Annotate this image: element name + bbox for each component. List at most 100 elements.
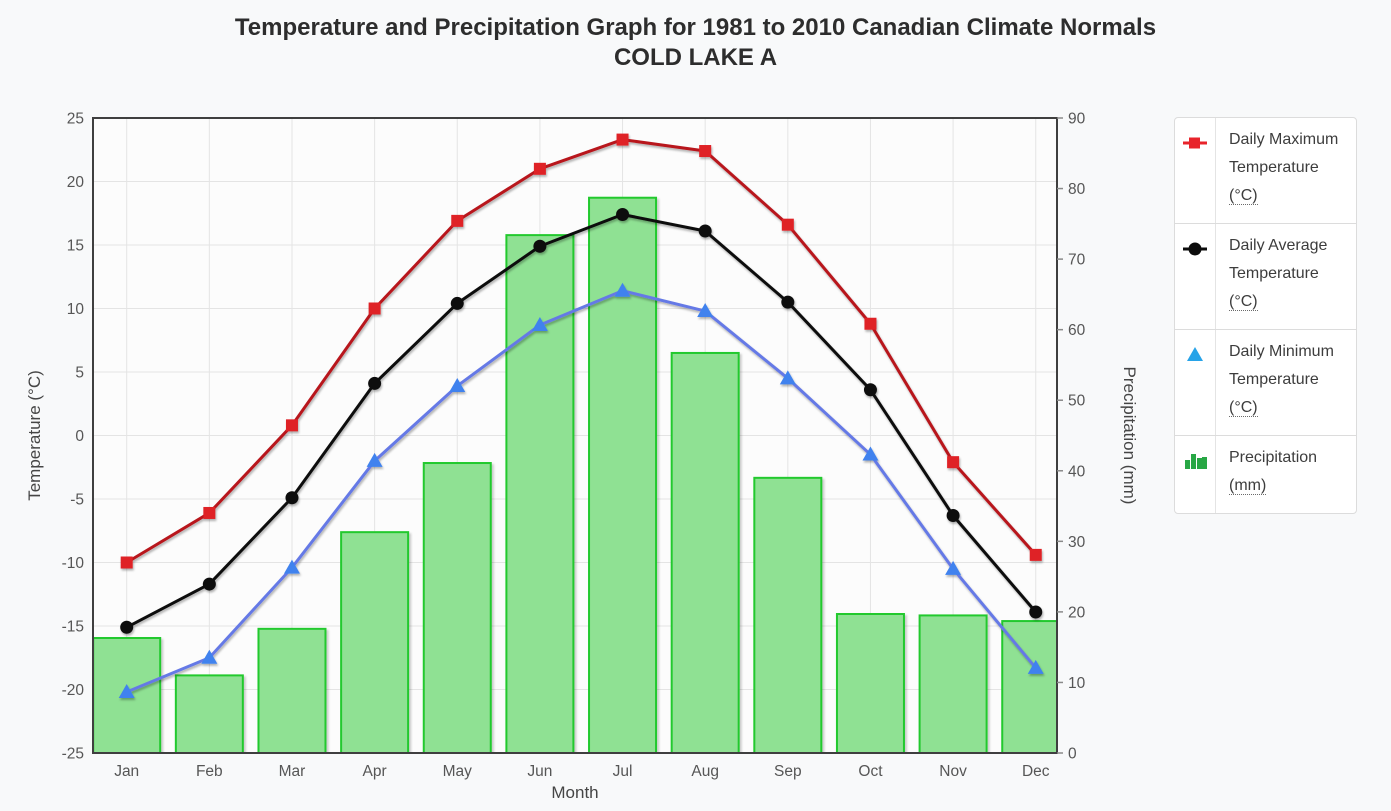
right-tick-label: 50	[1068, 393, 1086, 410]
legend-series-unit: (°C)	[1229, 399, 1258, 417]
x-tick-label: Dec	[1022, 763, 1050, 780]
data-point-square[interactable]	[699, 145, 712, 158]
legend-item-daily-average-temperature: Daily Average Temperature (°C)	[1175, 224, 1356, 330]
precipitation-bar[interactable]	[588, 196, 658, 753]
legend-item-precipitation: Precipitation (mm)	[1175, 436, 1356, 513]
left-axis-title: Temperature (°C)	[25, 370, 44, 501]
left-axis-ticks: 25 20 15 10 5 0 -5 -10 -15 -20 -25	[62, 111, 85, 763]
precipitation-bar[interactable]	[1001, 620, 1069, 753]
left-tick-label: 5	[75, 365, 84, 382]
right-tick-label: 60	[1068, 322, 1086, 339]
data-point-triangle[interactable]	[1027, 659, 1044, 674]
series-line	[126, 213, 1037, 629]
data-point-circle[interactable]	[533, 239, 547, 253]
x-tick-label: Aug	[691, 763, 719, 780]
right-axis-title: Precipitation (mm)	[1120, 367, 1139, 505]
legend-series-name: Precipitation	[1229, 449, 1318, 466]
data-point-circle[interactable]	[285, 491, 299, 505]
triangle-marker-icon	[1187, 347, 1203, 361]
left-tick-label: 0	[75, 428, 84, 445]
legend-label: Daily Average Temperature (°C)	[1216, 224, 1356, 329]
data-point-triangle[interactable]	[531, 317, 548, 332]
legend-series-name: Daily Average Temperature	[1229, 237, 1328, 282]
left-tick-label: -10	[62, 555, 85, 572]
x-axis-ticks: Jan Feb Mar Apr May Jun Jul Aug Sep Oct Nov Dec	[114, 763, 1050, 780]
data-point-square[interactable]	[616, 133, 629, 146]
data-point-circle[interactable]	[863, 383, 877, 397]
x-tick-label: Feb	[196, 763, 223, 780]
left-tick-label: 25	[67, 111, 84, 128]
data-point-triangle[interactable]	[862, 446, 879, 461]
data-point-triangle[interactable]	[779, 370, 796, 385]
legend: Daily Maximum Temperature (°C) Daily Aver…	[1174, 117, 1357, 514]
precipitation-bar[interactable]	[835, 613, 905, 753]
data-point-circle[interactable]	[202, 577, 216, 591]
x-tick-label: Jun	[527, 763, 552, 780]
precipitation-legend-icon	[1185, 454, 1207, 469]
data-point-square[interactable]	[203, 506, 216, 519]
data-point-circle[interactable]	[368, 376, 382, 390]
left-tick-label: -15	[62, 619, 84, 636]
data-point-circle[interactable]	[698, 224, 712, 238]
legend-series-name: Daily Minimum Temperature	[1229, 343, 1334, 388]
left-tick-label: 15	[67, 238, 84, 255]
data-point-triangle[interactable]	[945, 560, 962, 575]
data-point-square[interactable]	[285, 419, 298, 432]
right-tick-label: 30	[1068, 534, 1086, 551]
data-point-triangle[interactable]	[697, 303, 714, 318]
data-point-square[interactable]	[947, 456, 960, 469]
precipitation-bar[interactable]	[340, 531, 410, 753]
precipitation-bar[interactable]	[422, 462, 492, 753]
daily-average-temperature-series	[120, 208, 1043, 634]
x-tick-label: Mar	[279, 763, 306, 780]
legend-label: Daily Minimum Temperature (°C)	[1216, 330, 1356, 435]
precipitation-bar[interactable]	[505, 234, 575, 753]
legend-series-unit: (mm)	[1229, 477, 1267, 495]
chart-title-line2: COLD LAKE A	[613, 44, 778, 71]
data-point-square[interactable]	[533, 162, 546, 175]
data-point-triangle[interactable]	[614, 282, 631, 297]
right-tick-label: 10	[1068, 675, 1086, 692]
data-point-triangle[interactable]	[283, 559, 300, 574]
daily-minimum-temperature-series	[118, 282, 1044, 699]
chart-title: Temperature and Precipitation Graph for …	[0, 13, 1391, 73]
right-tick-label: 0	[1068, 746, 1077, 763]
right-tick-label: 20	[1068, 604, 1086, 621]
legend-series-name: Daily Maximum Temperature	[1229, 131, 1339, 176]
data-point-square[interactable]	[864, 317, 877, 330]
precipitation-bar[interactable]	[753, 476, 823, 753]
data-point-triangle[interactable]	[449, 377, 466, 392]
data-point-circle[interactable]	[781, 295, 795, 309]
x-tick-label: Nov	[939, 763, 967, 780]
data-point-triangle[interactable]	[118, 684, 135, 699]
precipitation-bar[interactable]	[918, 614, 988, 753]
legend-series-unit: (°C)	[1229, 187, 1258, 205]
data-point-circle[interactable]	[450, 296, 464, 310]
precipitation-bar[interactable]	[174, 674, 244, 753]
x-tick-label: Jan	[114, 763, 139, 780]
left-tick-label: 10	[67, 301, 85, 318]
data-point-square[interactable]	[781, 218, 794, 231]
left-tick-label: -5	[70, 492, 84, 509]
data-point-triangle[interactable]	[366, 452, 383, 467]
data-point-circle[interactable]	[616, 208, 630, 222]
data-point-triangle[interactable]	[201, 649, 218, 664]
x-tick-label: Sep	[774, 763, 802, 780]
data-point-square[interactable]	[120, 556, 133, 569]
data-point-circle[interactable]	[120, 620, 134, 634]
data-point-circle[interactable]	[946, 509, 960, 523]
data-point-square[interactable]	[368, 302, 381, 315]
series-line	[125, 138, 1037, 564]
legend-icon-cell	[1175, 330, 1216, 435]
data-point-square[interactable]	[1029, 548, 1042, 561]
plot-border	[92, 117, 1058, 754]
legend-label: Daily Maximum Temperature (°C)	[1216, 118, 1356, 223]
square-marker-icon	[1183, 137, 1207, 149]
data-point-circle[interactable]	[1029, 605, 1043, 619]
legend-item-daily-maximum-temperature: Daily Maximum Temperature (°C)	[1175, 118, 1356, 224]
circle-marker-icon	[1183, 242, 1207, 256]
precipitation-bar[interactable]	[670, 351, 740, 753]
precipitation-bar[interactable]	[257, 627, 327, 753]
data-point-square[interactable]	[451, 214, 464, 227]
